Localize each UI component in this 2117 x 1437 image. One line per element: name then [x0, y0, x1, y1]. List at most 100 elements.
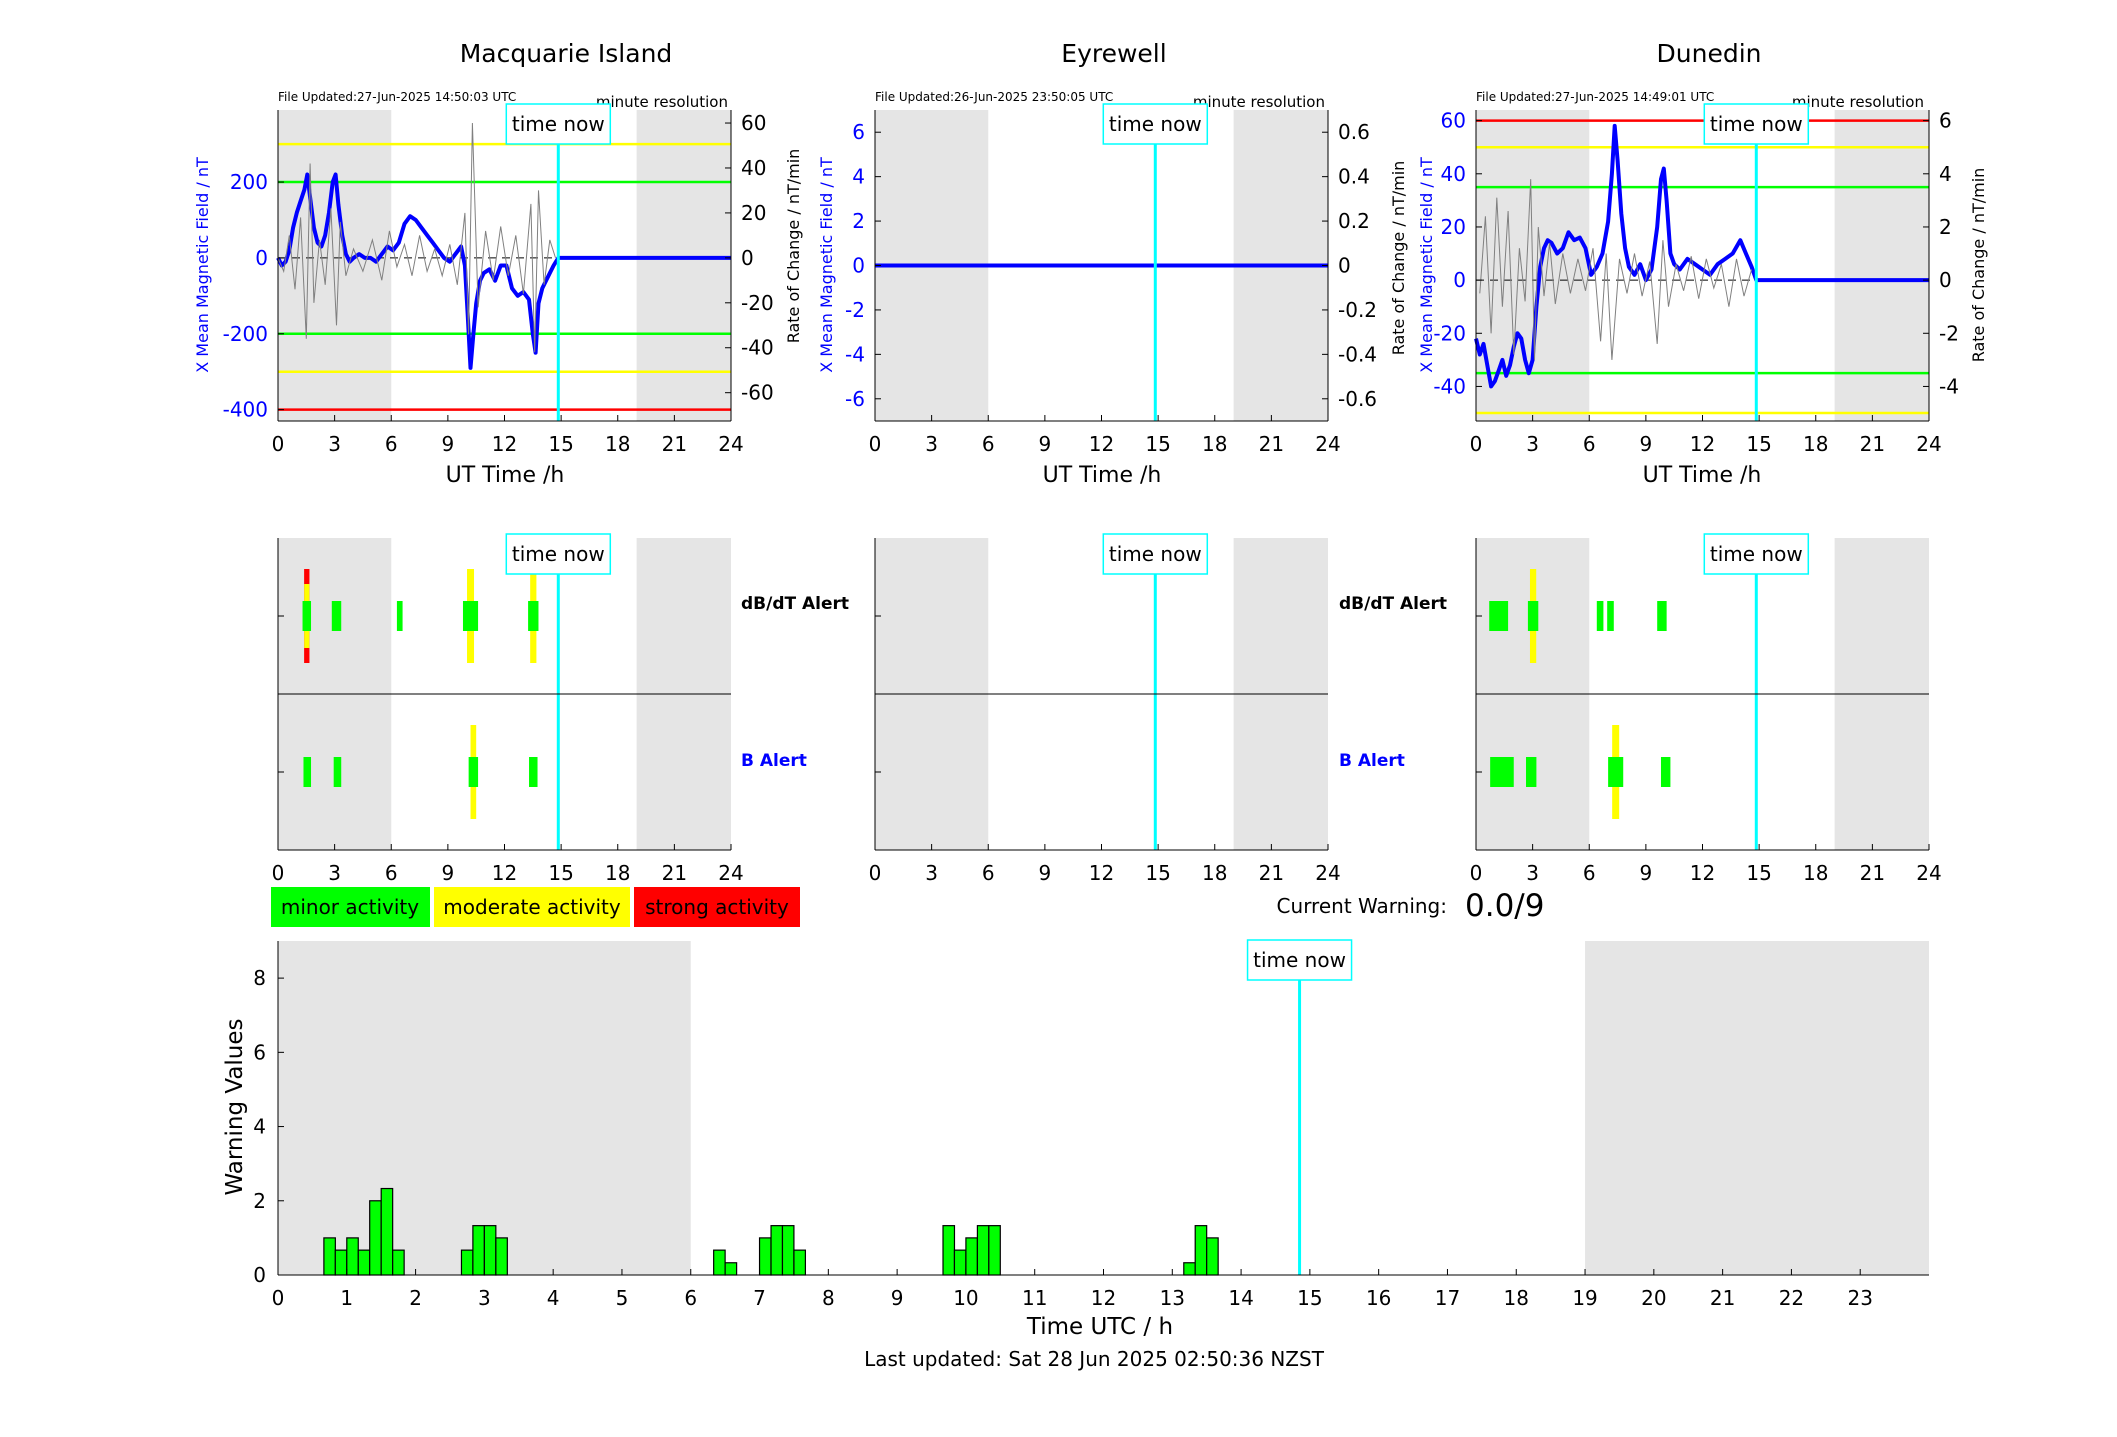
time-now-label: time now — [1109, 542, 1202, 566]
y-tick-label-right: 0.6 — [1338, 120, 1370, 144]
y-tick-label-right: 40 — [741, 156, 766, 180]
y-tick-label: 4 — [253, 1115, 266, 1139]
y-axis-label-left: X Mean Magnetic Field / nT — [817, 157, 836, 373]
alert-mark-strong — [304, 569, 310, 584]
field-series-line — [276, 172, 731, 370]
alert-mark-minor — [1596, 601, 1604, 631]
x-tick-label: 0 — [1470, 432, 1483, 456]
x-tick-label: 21 — [1860, 432, 1885, 456]
x-axis-label: UT Time /h — [1643, 463, 1762, 488]
legend-swatch-moderate — [434, 887, 630, 927]
alert-chart-dunedin: time now 0 3 6 9 12 15 18 21 24 dB/dT Alert B Ale… — [1339, 533, 1942, 885]
x-tick-label: 24 — [1916, 432, 1941, 456]
x-tick-label: 15 — [548, 432, 573, 456]
alert-mark-moderate — [1612, 725, 1620, 758]
warning-bar — [357, 1249, 371, 1276]
y-tick-label-left: -20 — [1433, 321, 1466, 345]
x-tick-label: 18 — [1504, 1286, 1529, 1310]
x-tick-label: 14 — [1228, 1286, 1253, 1310]
legend-swatch-minor — [271, 887, 430, 927]
alert-mark-moderate — [470, 725, 477, 758]
x-tick-label: 7 — [753, 1286, 766, 1310]
x-tick-label: 12 — [1091, 1286, 1116, 1310]
warning-bar — [965, 1237, 978, 1276]
y-tick-label-left: -4 — [845, 342, 865, 366]
warning-bar — [1194, 1225, 1208, 1276]
y-tick-label-left: 2 — [852, 209, 865, 233]
y-tick-label-left: 0 — [255, 246, 268, 270]
field-chart-macquarie: Macquarie Island File Updated:27-Jun-202… — [193, 39, 803, 488]
alert-mark-minor — [1660, 757, 1671, 787]
time-now-label: time now — [512, 112, 605, 136]
field-chart-dunedin: Dunedin File Updated:27-Jun-2025 14:49:0… — [1417, 39, 1988, 488]
current-warning-label: Current Warning: — [1277, 894, 1447, 918]
x-tick-label: 9 — [1039, 432, 1052, 456]
legend-swatch-strong — [634, 887, 800, 927]
y-axis-label-right: Rate of Change / nT/min — [1389, 161, 1408, 356]
x-tick-label: 10 — [953, 1286, 978, 1310]
y-tick-label-left: 6 — [852, 120, 865, 144]
x-tick-label: 24 — [718, 861, 743, 885]
file-updated-text: File Updated:26-Jun-2025 23:50:05 UTC — [875, 90, 1113, 104]
x-tick-label: 3 — [328, 432, 341, 456]
y-tick-label-left: -400 — [223, 398, 268, 422]
warning-bar — [793, 1249, 807, 1276]
y-tick-label-left: 200 — [230, 170, 268, 194]
time-now-box — [1703, 103, 1810, 145]
x-tick-label: 23 — [1847, 1286, 1872, 1310]
alert-chart-macquarie: time now 0 3 6 9 12 15 18 21 24 dB/dT Alert B Ale… — [272, 533, 849, 885]
resolution-text: minute resolution — [596, 93, 728, 111]
b-alert-label: B Alert — [741, 751, 807, 771]
x-axis-label: UT Time /h — [1043, 463, 1162, 488]
field-chart-eyrewell: Eyrewell File Updated:26-Jun-2025 23:50:… — [817, 39, 1408, 488]
alert-mark-moderate — [304, 584, 310, 602]
x-tick-label: 13 — [1160, 1286, 1185, 1310]
x-tick-label: 6 — [982, 861, 995, 885]
alert-mark-moderate — [467, 569, 475, 602]
alert-mark-moderate — [467, 630, 475, 663]
x-tick-label: 16 — [1366, 1286, 1391, 1310]
night-shade-after — [1834, 110, 1929, 421]
x-tick-label: 21 — [1259, 861, 1284, 885]
x-tick-label: 4 — [547, 1286, 560, 1310]
y-tick-label-right: -60 — [741, 381, 774, 405]
warning-bar — [758, 1237, 772, 1276]
y-tick-label-left: -200 — [223, 322, 268, 346]
time-now-box — [505, 533, 612, 575]
x-tick-label: 24 — [1315, 861, 1340, 885]
night-shade-after — [1585, 941, 1929, 1275]
y-tick-label-right: -4 — [1939, 374, 1959, 398]
alert-mark-moderate — [470, 786, 477, 819]
x-tick-label: 24 — [1315, 432, 1340, 456]
x-tick-label: 6 — [1583, 861, 1596, 885]
alert-mark-minor — [396, 601, 403, 631]
time-now-label: time now — [1710, 542, 1803, 566]
warning-bar — [483, 1225, 497, 1276]
time-now-box — [1703, 533, 1810, 575]
x-tick-label: 15 — [1746, 861, 1771, 885]
x-tick-label: 3 — [328, 861, 341, 885]
y-tick-label: 8 — [253, 966, 266, 990]
time-now-box — [1246, 939, 1353, 981]
x-tick-label: 21 — [1860, 861, 1885, 885]
x-tick-label: 12 — [1089, 861, 1114, 885]
y-tick-label: 6 — [253, 1040, 266, 1064]
x-tick-label: 3 — [478, 1286, 491, 1310]
x-tick-label: 6 — [1583, 432, 1596, 456]
x-tick-label: 3 — [1526, 861, 1539, 885]
x-tick-label: 12 — [492, 432, 517, 456]
warning-bar — [369, 1200, 382, 1276]
x-tick-label: 2 — [409, 1286, 422, 1310]
x-tick-label: 15 — [1746, 432, 1771, 456]
warning-bar — [472, 1225, 485, 1276]
x-tick-label: 15 — [1297, 1286, 1322, 1310]
alert-mark-minor — [468, 757, 479, 787]
warning-bar — [392, 1249, 405, 1276]
x-tick-label: 0 — [1470, 861, 1483, 885]
x-tick-label: 9 — [1039, 861, 1052, 885]
y-tick-label-left: 60 — [1441, 109, 1466, 133]
x-tick-label: 9 — [891, 1286, 904, 1310]
y-tick-label-right: -2 — [1939, 321, 1959, 345]
warning-bar — [380, 1187, 394, 1276]
